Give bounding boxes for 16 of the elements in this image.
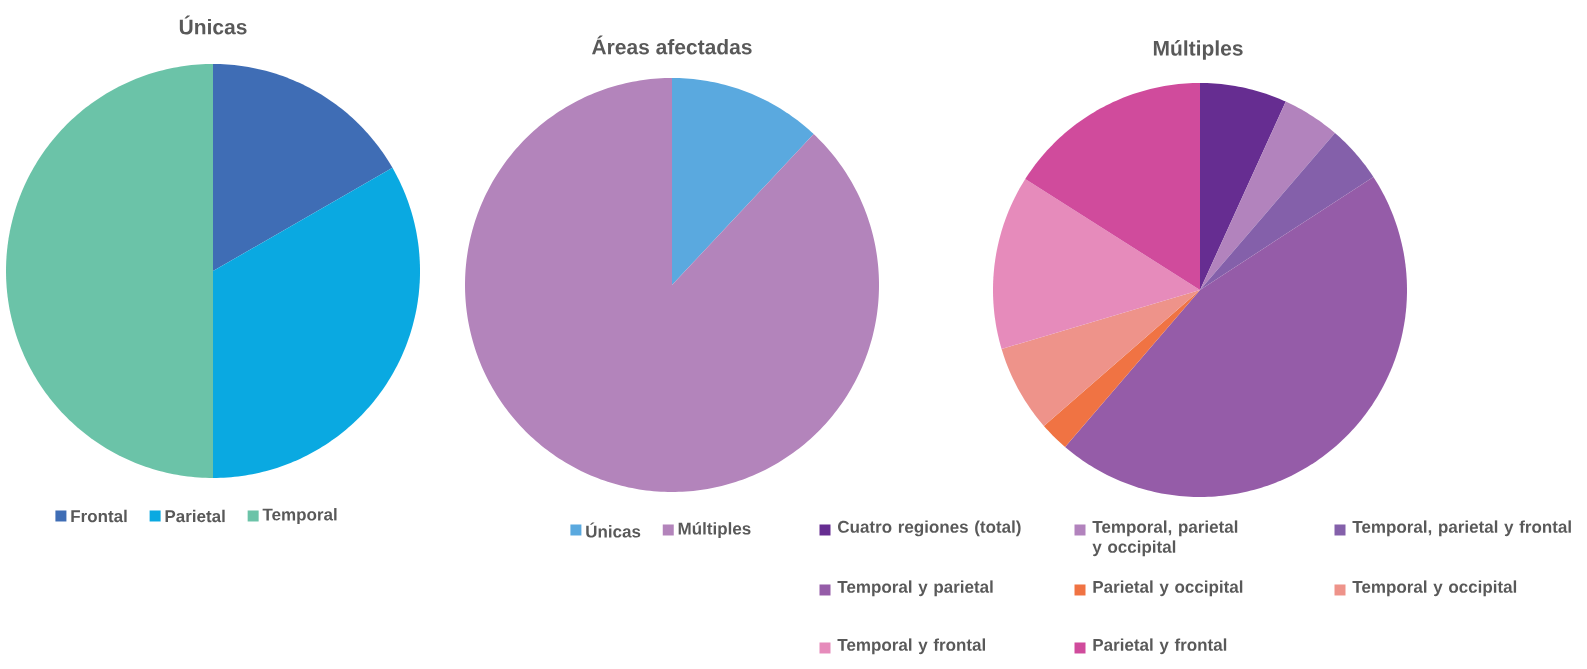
legend-label: Temporal, parietal y occipital xyxy=(1092,520,1238,557)
legend-label: Temporal xyxy=(262,508,337,524)
legend-label: Parietal y frontal xyxy=(1093,638,1227,655)
legend-label: Parietal y occipital xyxy=(1093,580,1243,597)
legend-label: Temporal y occipital xyxy=(1352,580,1517,597)
chart-title: Áreas afectadas xyxy=(591,35,752,55)
legend-label: Frontal xyxy=(71,509,127,523)
legend-label: Cuatro regiones (total) xyxy=(837,520,1021,537)
chart-title: Múltiples xyxy=(1153,40,1243,60)
legend-label: Temporal y frontal xyxy=(837,638,986,655)
legend-label: Únicas xyxy=(586,522,641,538)
legend-label: Temporal, parietal y frontal xyxy=(1352,520,1571,537)
legend-label: Múltiples xyxy=(678,521,751,538)
legend-label: Parietal xyxy=(165,509,225,523)
legend-label: Temporal y parietal xyxy=(837,580,993,597)
chart-title: Únicas xyxy=(179,15,247,35)
